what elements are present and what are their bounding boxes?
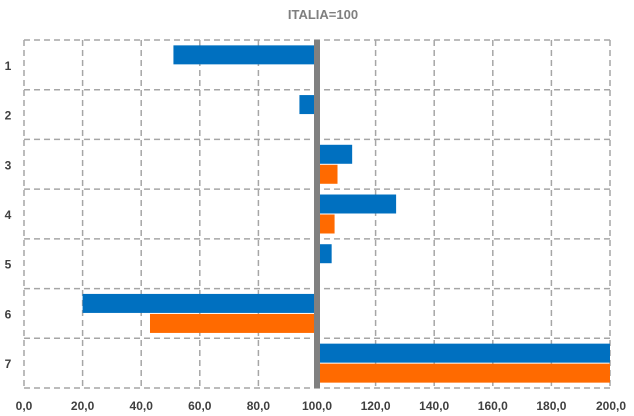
bar-1-cat-2 (299, 95, 317, 115)
category-label: 7 (5, 357, 12, 371)
chart-title: ITALIA=100 (288, 7, 358, 22)
x-tick-label: 120,0 (361, 399, 391, 413)
category-label: 3 (5, 158, 12, 172)
x-tick-label: 0,0 (16, 399, 33, 413)
category-label: 4 (5, 208, 12, 222)
bars (82, 45, 610, 383)
x-tick-label: 100,0 (302, 399, 332, 413)
x-tick-label: 160,0 (478, 399, 508, 413)
x-tick-label: 140,0 (419, 399, 449, 413)
x-tick-label: 80,0 (247, 399, 271, 413)
category-labels: 1 2 3 4 5 6 7 (5, 59, 12, 371)
x-tick-label: 20,0 (71, 399, 95, 413)
x-tick-label: 60,0 (188, 399, 212, 413)
bar-1-cat-7 (317, 343, 610, 363)
category-label: 2 (5, 109, 12, 123)
bar-1-cat-4 (317, 194, 397, 214)
category-label: 6 (5, 307, 12, 321)
x-tick-label: 180,0 (536, 399, 566, 413)
x-tick-label: 40,0 (130, 399, 154, 413)
bar-1-cat-3 (317, 144, 353, 164)
bar-2-cat-3 (317, 164, 338, 184)
bar-2-cat-6 (149, 313, 317, 333)
category-label: 5 (5, 258, 12, 272)
x-tick-label: 200,0 (596, 399, 626, 413)
bar-1-cat-5 (317, 244, 332, 264)
bar-1-cat-1 (173, 45, 317, 65)
bar-1-cat-6 (82, 293, 317, 313)
bar-2-cat-4 (317, 214, 335, 234)
x-tick-labels: 0,0 20,0 40,0 60,0 80,0 100,0 120,0 140,0 160,0 1… (16, 399, 627, 413)
bar-2-cat-7 (317, 363, 610, 383)
category-label: 1 (5, 59, 12, 73)
